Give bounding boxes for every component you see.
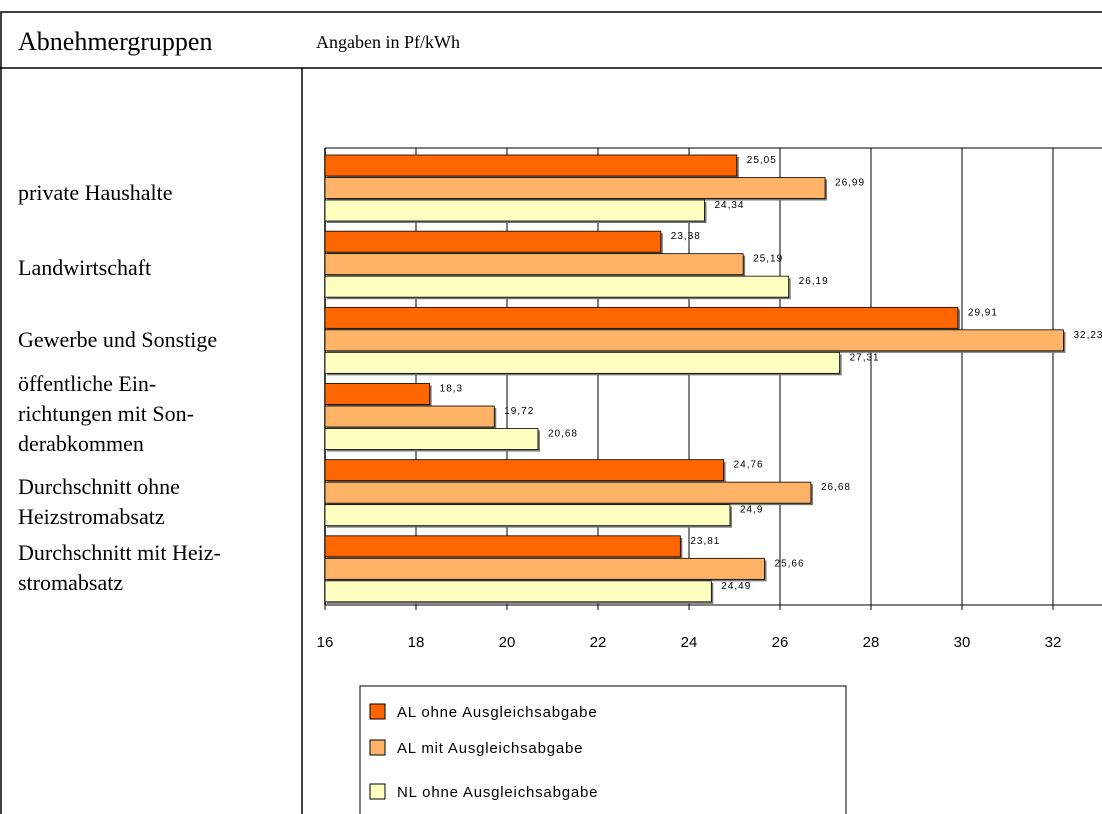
x-tick-label: 18 [408,634,425,651]
bar [324,306,959,329]
bar [324,329,1064,352]
table-title: Abnehmergruppen [18,27,212,56]
category-label: private Haushalte [18,180,173,205]
value-label: 24,49 [721,581,751,592]
value-label: 26,19 [799,276,829,287]
category-label: Landwirtschaft [18,255,152,280]
bar [324,428,539,450]
bar [324,481,812,504]
bar [324,557,765,580]
legend-swatch [369,739,386,756]
value-label: 26,68 [821,482,851,493]
legend-box [359,685,847,814]
bar [324,253,744,276]
value-label: 20,68 [548,429,578,440]
bar [324,154,738,177]
value-label: 23,81 [690,536,720,547]
x-tick-label: 22 [590,634,607,651]
category-label: Durchschnitt ohne Heizstromabsatz [18,474,180,529]
value-label: 29,91 [968,307,998,318]
value-label: 27,31 [850,352,880,363]
table-subtitle: Angaben in Pf/kWh [316,32,460,52]
value-label: 25,19 [753,254,783,265]
bar [324,383,431,405]
category-label: Gewerbe und Sonstige [18,327,218,352]
bar [324,405,495,428]
value-label: 23,38 [671,231,701,242]
bar [324,177,826,199]
table-border [0,11,1102,814]
value-label: 24,76 [734,460,764,471]
x-tick-label: 20 [499,634,516,651]
legend-label: AL mit Ausgleichsabgabe [397,740,583,757]
value-label: 19,72 [504,406,534,417]
x-tick-label: 16 [317,634,334,651]
category-label: öffentliche Ein- richtungen mit Son- der… [18,371,194,456]
category-label: Durchschnitt mit Heiz- stromabsatz [18,540,221,595]
x-tick-label: 24 [681,634,698,651]
legend-label: NL ohne Ausgleichsabgabe [397,784,598,801]
value-label: 24,34 [714,200,744,211]
value-label: 25,66 [775,558,805,569]
x-tick-label: 32 [1045,634,1062,651]
value-label: 18,3 [440,384,463,395]
bar [324,580,712,603]
bar [324,230,662,253]
bar [324,275,790,298]
bar [324,459,724,482]
x-tick-label: 26 [772,634,789,651]
legend-swatch [369,783,386,800]
value-label: 26,99 [835,178,865,189]
x-tick-label: 28 [863,634,880,651]
bar [324,351,841,374]
value-label: 32,23 [1073,330,1102,341]
legend-label: AL ohne Ausgleichsabgabe [397,704,597,721]
legend-swatch [369,703,386,720]
bar [324,535,681,558]
value-label: 25,05 [747,155,777,166]
x-tick-label: 30 [954,634,971,651]
bar [324,199,705,222]
bar [324,504,731,527]
value-label: 24,9 [740,505,763,516]
